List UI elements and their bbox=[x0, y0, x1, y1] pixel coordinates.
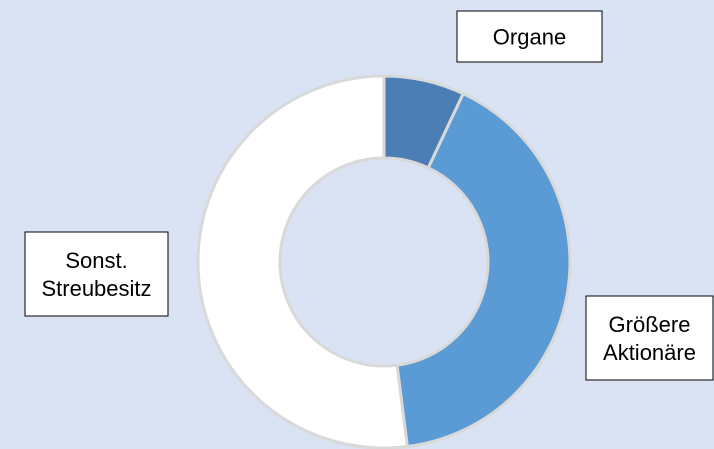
label-box bbox=[24, 231, 169, 317]
category-label: Organe bbox=[493, 25, 566, 50]
label-line: Organe bbox=[493, 25, 566, 50]
donut-segment bbox=[395, 91, 572, 449]
label-line: Sonst. bbox=[65, 248, 127, 273]
donut-segment bbox=[196, 74, 409, 449]
label-line: Streubesitz bbox=[41, 276, 151, 301]
category-label: Größere Aktionäre bbox=[603, 312, 696, 365]
label-box bbox=[456, 10, 603, 63]
label-line: Größere bbox=[609, 312, 691, 337]
label-line: Aktionäre bbox=[603, 340, 696, 365]
category-label: Sonst. Streubesitz bbox=[41, 248, 151, 301]
label-box bbox=[585, 295, 714, 381]
